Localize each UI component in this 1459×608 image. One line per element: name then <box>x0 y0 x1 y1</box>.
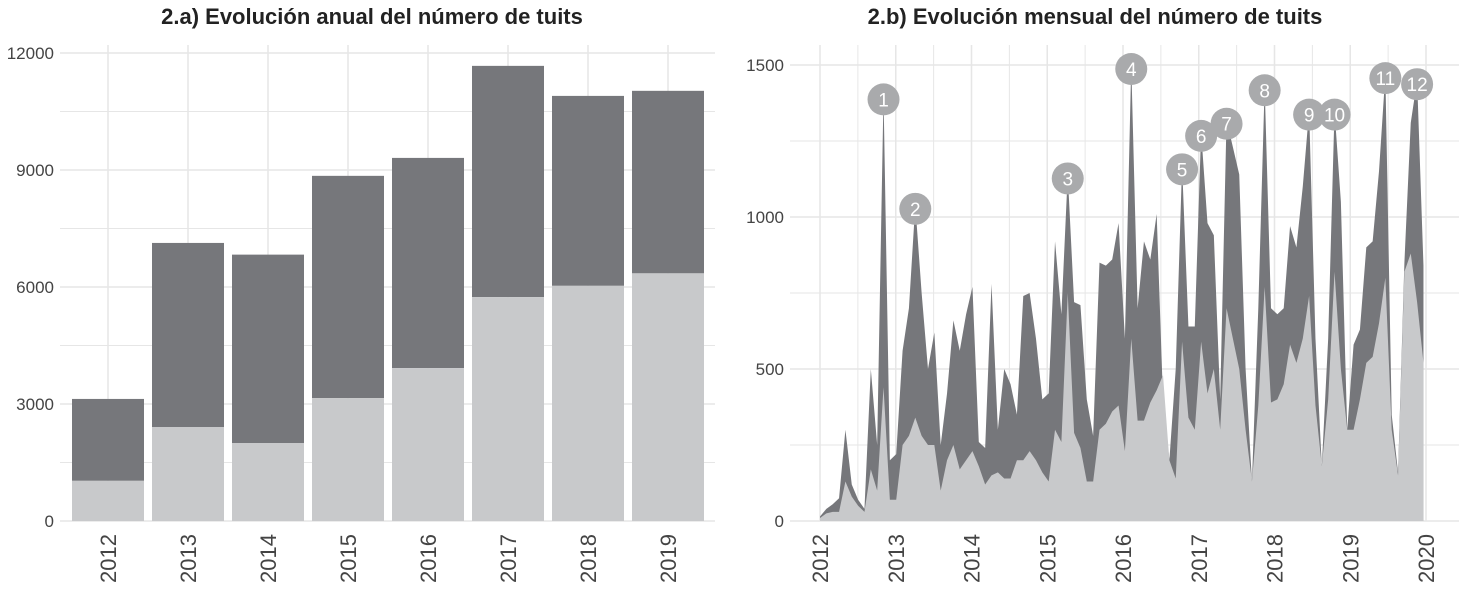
annotation-marker <box>1115 53 1148 85</box>
y-tick-label: 0 <box>775 512 784 531</box>
y-tick-label: 9000 <box>16 161 54 180</box>
annotation-label: 10 <box>1324 106 1345 127</box>
x-tick-label: 2012 <box>96 534 121 583</box>
y-tick-label: 500 <box>756 360 784 379</box>
bar-light-segment <box>472 297 544 521</box>
chart-b-title: 2.b) Evolución mensual del número de tui… <box>868 4 1323 29</box>
bar-light-segment <box>632 273 704 521</box>
bar-dark-segment <box>232 254 304 443</box>
annotation-marker <box>1166 153 1199 186</box>
annotation-label: 11 <box>1375 69 1395 90</box>
bar-dark-segment <box>152 242 224 428</box>
x-tick-label: 2018 <box>1263 534 1288 583</box>
annotation-marker <box>1051 162 1084 195</box>
x-tick-label: 2016 <box>416 534 441 583</box>
bar-dark-segment <box>552 95 624 286</box>
y-tick-label: 12000 <box>7 44 54 63</box>
x-tick-label: 2012 <box>808 534 833 583</box>
y-tick-label: 1500 <box>746 56 784 75</box>
annotation-label: 8 <box>1259 81 1270 102</box>
x-tick-label: 2013 <box>884 534 909 583</box>
chart-a-title: 2.a) Evolución anual del número de tuits <box>161 4 583 29</box>
annotation-marker <box>1248 74 1281 107</box>
x-tick-label: 2015 <box>336 534 361 583</box>
annotation-marker <box>1185 119 1218 152</box>
x-tick-label: 2019 <box>1338 534 1363 583</box>
bar-dark-segment <box>72 398 144 481</box>
x-tick-label: 2016 <box>1111 534 1136 583</box>
annotation-label: 7 <box>1221 115 1232 136</box>
x-tick-label: 2015 <box>1035 534 1060 583</box>
annotation-label: 2 <box>910 200 921 221</box>
bar-dark-segment <box>472 65 544 298</box>
bar-light-segment <box>152 427 224 521</box>
annotation-marker <box>1369 62 1402 95</box>
annotation-marker <box>867 83 900 116</box>
x-tick-label: 2014 <box>960 534 985 583</box>
bar-light-segment <box>232 443 304 521</box>
annotation-marker <box>1318 98 1351 131</box>
annotation-marker <box>899 192 932 225</box>
x-tick-label: 2019 <box>656 534 681 583</box>
x-tick-label: 2018 <box>576 534 601 583</box>
x-tick-label: 2017 <box>496 534 521 583</box>
bar-dark-segment <box>632 90 704 274</box>
annotation-label: 1 <box>878 90 889 111</box>
bar-light-segment <box>392 368 464 521</box>
annotation-marker <box>1293 98 1326 131</box>
annotation-label: 3 <box>1062 169 1073 190</box>
x-tick-label: 2013 <box>176 534 201 583</box>
chart-b: 0 500 1000 1500 2012 2013 2014 2015 2016 2017 2018… <box>746 45 1459 583</box>
bar-dark-segment <box>392 157 464 369</box>
y-tick-label: 6000 <box>16 278 54 297</box>
x-tick-label: 2014 <box>256 534 281 583</box>
y-tick-label: 3000 <box>16 395 54 414</box>
bar-light-segment <box>312 398 384 521</box>
bar-light-segment <box>72 480 144 521</box>
annotation-marker <box>1210 107 1243 140</box>
x-tick-label: 2017 <box>1187 534 1212 583</box>
chart-a: 0 3000 6000 9000 12000 2012 2013 2014 2015 2016 20… <box>7 44 715 583</box>
y-tick-label: 1000 <box>746 208 784 227</box>
annotation-label: 12 <box>1407 75 1428 96</box>
bar-light-segment <box>552 285 624 521</box>
annotation-label: 4 <box>1126 60 1137 81</box>
bar-dark-segment <box>312 175 384 399</box>
annotation-label: 5 <box>1177 160 1188 181</box>
x-tick-label: 2020 <box>1414 534 1439 583</box>
y-tick-label: 0 <box>45 512 54 531</box>
annotation-marker <box>1401 68 1434 101</box>
annotation-label: 6 <box>1196 127 1207 148</box>
annotation-label: 9 <box>1304 106 1315 127</box>
area-light <box>820 253 1424 522</box>
